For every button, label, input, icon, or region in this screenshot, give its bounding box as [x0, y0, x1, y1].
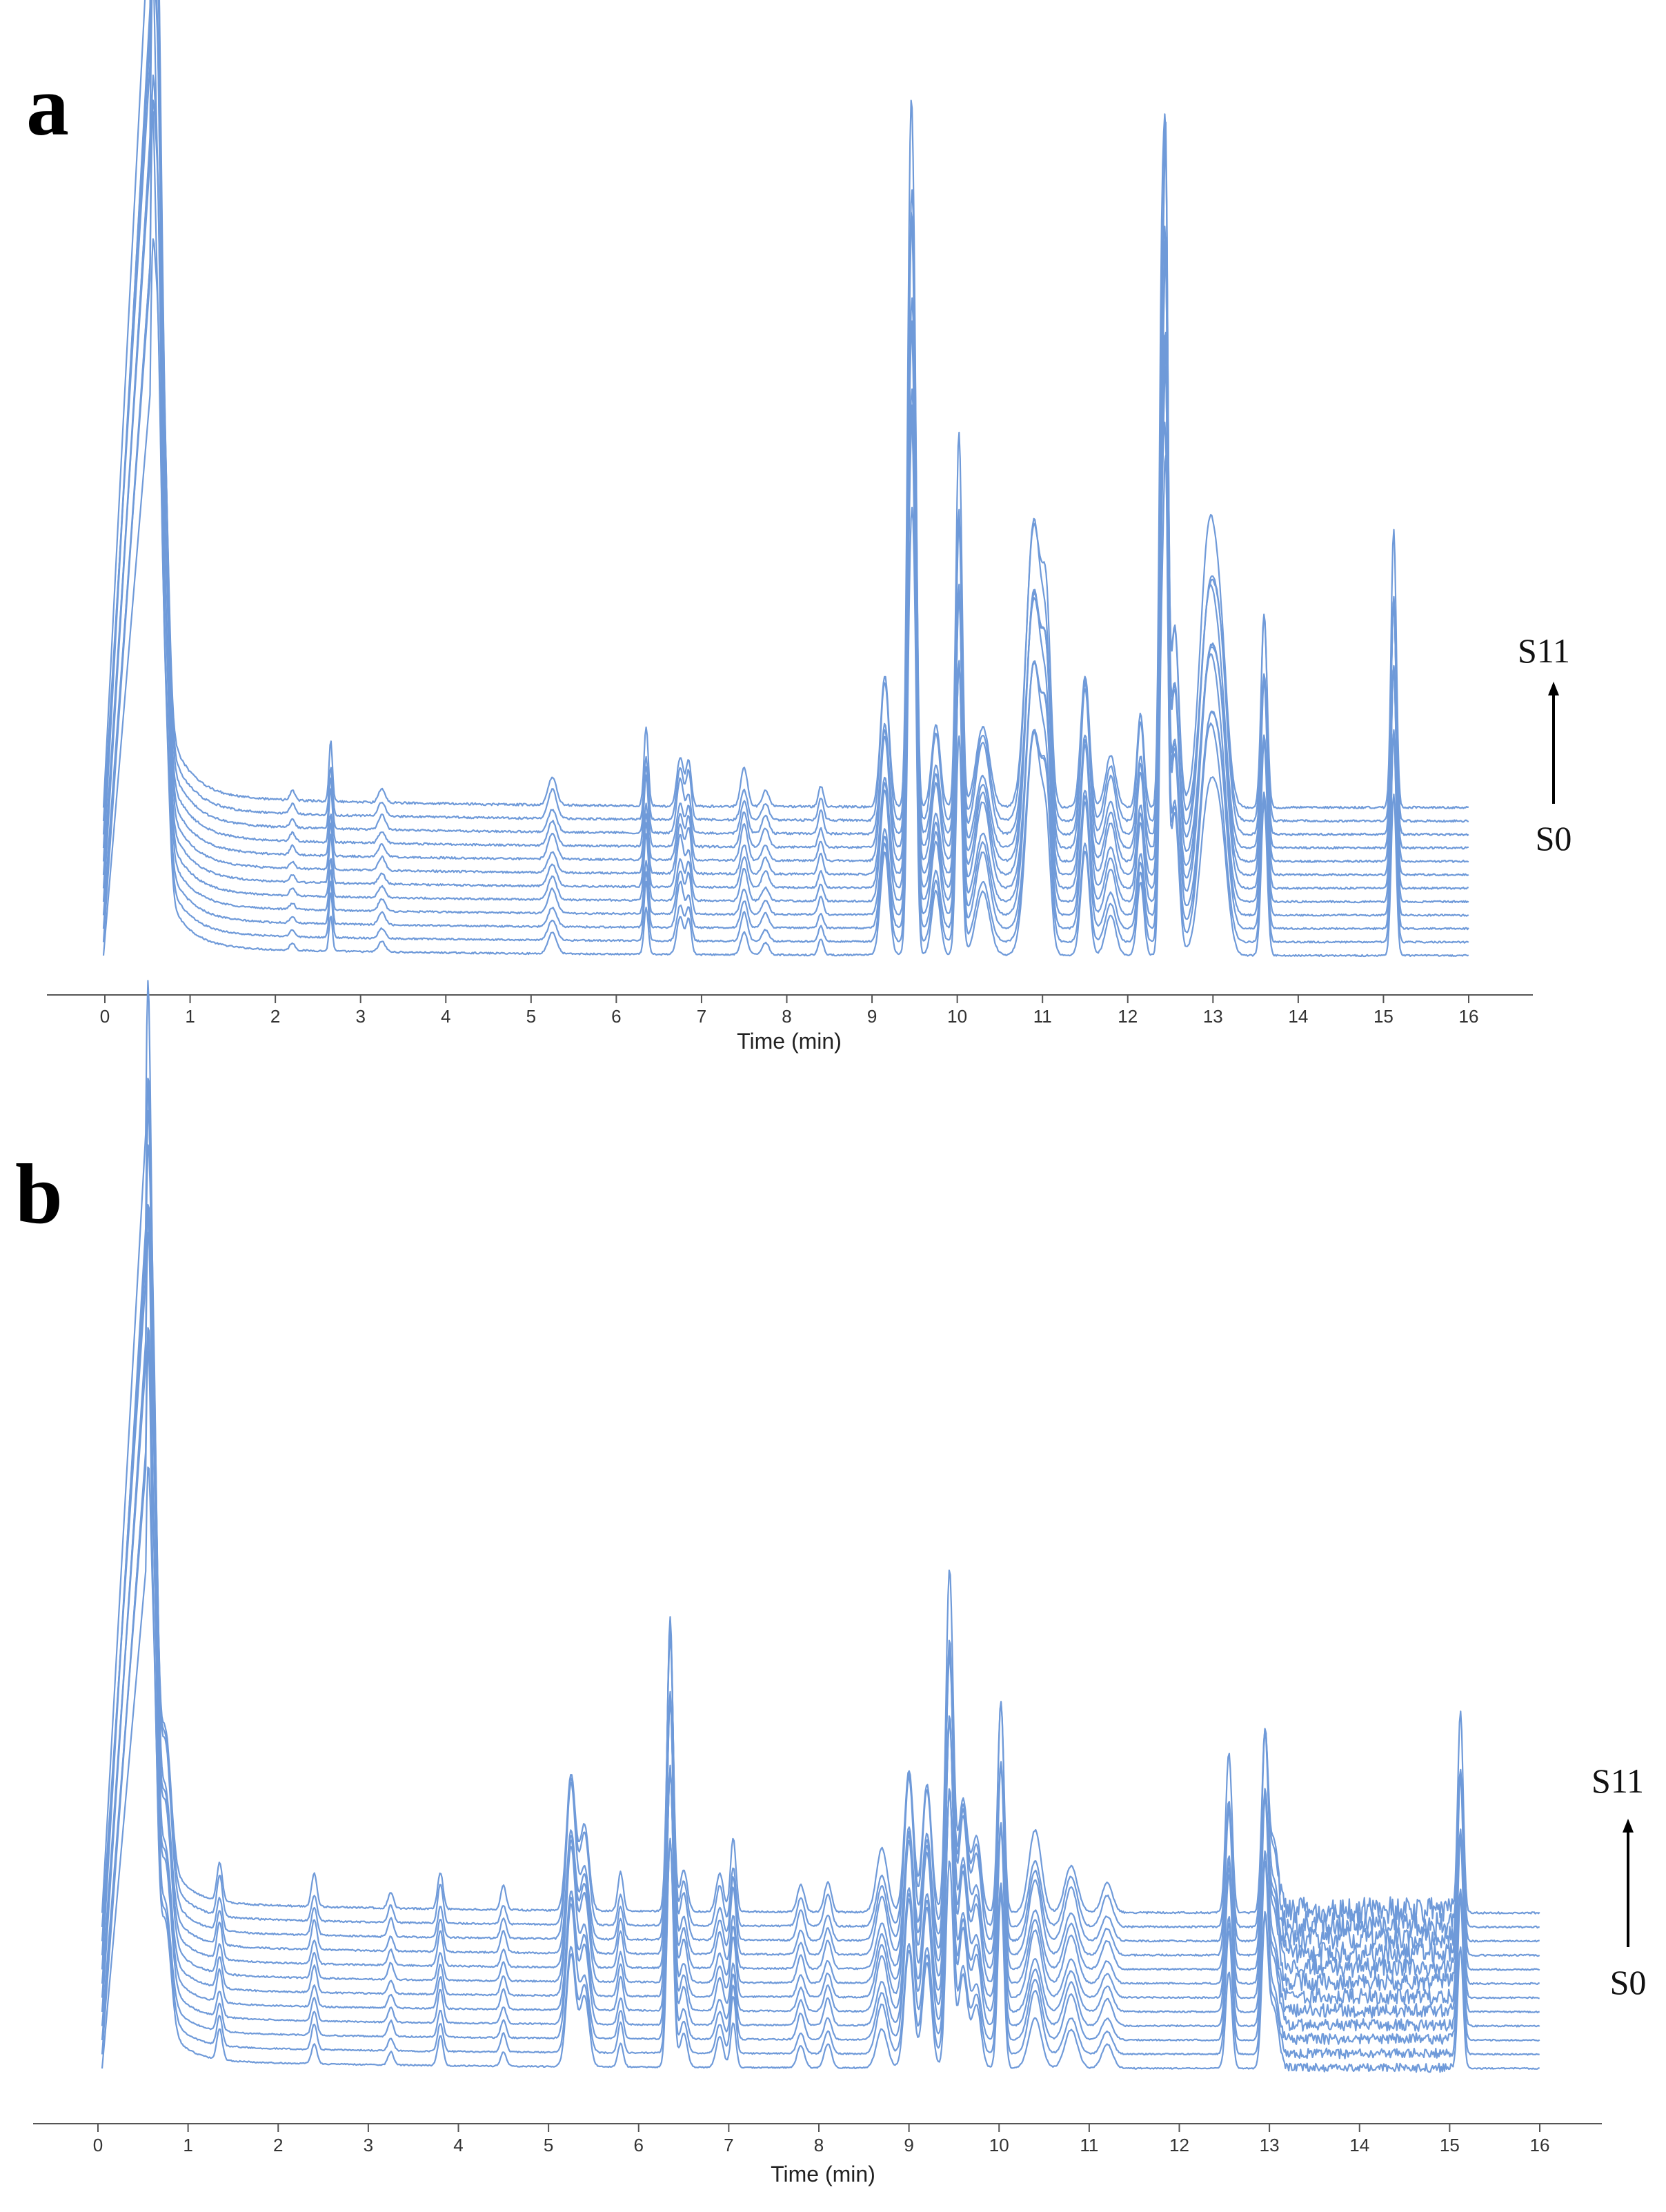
trace-s7 [101, 1078, 1540, 1979]
x-tick-label: 4 [453, 2135, 463, 2155]
series-end-label: S11 [1518, 631, 1570, 670]
trace-s0 [102, 238, 1469, 958]
x-tick-label: 7 [697, 1006, 706, 1027]
x-tick-label: 14 [1288, 1006, 1308, 1027]
x-tick-label: 1 [183, 2135, 192, 2155]
trace-s10 [102, 0, 1469, 823]
trace-s3 [101, 1350, 1540, 2032]
x-tick-label: 7 [724, 2135, 733, 2155]
x-tick-label: 15 [1374, 1006, 1394, 1027]
trace-s4 [102, 0, 1469, 904]
trace-s5 [102, 0, 1469, 890]
x-tick-label: 9 [867, 1006, 877, 1027]
trace-s8 [102, 0, 1469, 850]
trace-s8 [101, 1077, 1540, 1965]
x-tick-label: 10 [989, 2135, 1009, 2155]
x-tick-label: 2 [270, 1006, 280, 1027]
x-tick-label: 3 [355, 1006, 365, 1027]
trace-s9 [101, 1109, 1540, 1951]
trace-s6 [102, 0, 1469, 877]
trace-s11 [101, 980, 1540, 1924]
x-tick-label: 13 [1260, 2135, 1280, 2155]
x-tick-label: 10 [947, 1006, 967, 1027]
trace-stack [101, 980, 1540, 2073]
panel-letter: a [26, 59, 69, 153]
x-tick-label: 3 [364, 2135, 373, 2155]
x-tick-label: 6 [611, 1006, 621, 1027]
x-axis-ticks: 0 1 2 3 4 5 6 7 8 9 10 11 12 13 14 15 16 [93, 2124, 1550, 2155]
trace-s5 [101, 1203, 1540, 2006]
x-tick-label: 12 [1118, 1006, 1138, 1027]
x-tick-label: 0 [100, 1006, 110, 1027]
series-start-label: S0 [1536, 819, 1572, 858]
trace-s4 [101, 1207, 1540, 2019]
x-tick-label: 8 [814, 2135, 824, 2155]
trace-s1 [102, 110, 1469, 944]
x-tick-label: 0 [93, 2135, 103, 2155]
x-tick-label: 11 [1080, 2135, 1098, 2155]
trace-s0 [101, 1466, 1540, 2073]
panel-a: a 0 1 2 3 4 5 6 7 8 9 10 11 12 13 14 15 16 Time (min) S1… [26, 0, 1571, 1054]
x-tick-label: 1 [185, 1006, 195, 1027]
trace-s1 [101, 1332, 1540, 2060]
trace-s11 [102, 0, 1469, 809]
x-tick-label: 15 [1440, 2135, 1460, 2155]
x-tick-label: 11 [1033, 1006, 1052, 1027]
x-tick-label: 14 [1349, 2135, 1369, 2155]
panel-letter: b [15, 1147, 63, 1241]
x-tick-label: 16 [1459, 1006, 1479, 1027]
x-tick-label: 5 [526, 1006, 536, 1027]
series-order-arrowhead [1548, 682, 1559, 695]
x-axis-ticks: 0 1 2 3 4 5 6 7 8 9 10 11 12 13 14 15 16 [100, 995, 1479, 1027]
panel-b: b 0 1 2 3 4 5 6 7 8 9 10 11 12 13 14 15 16 Time (min) S1… [15, 980, 1646, 2186]
trace-s3 [102, 99, 1469, 917]
trace-s9 [102, 0, 1469, 836]
x-tick-label: 5 [544, 2135, 553, 2155]
x-tick-label: 8 [782, 1006, 791, 1027]
x-tick-label: 6 [634, 2135, 644, 2155]
x-tick-label: 9 [904, 2135, 913, 2155]
series-end-label: S11 [1591, 1761, 1644, 1800]
x-tick-label: 4 [441, 1006, 450, 1027]
trace-s6 [101, 1232, 1540, 1992]
x-tick-label: 16 [1530, 2135, 1550, 2155]
trace-s2 [102, 75, 1469, 931]
trace-stack [102, 0, 1469, 958]
x-tick-label: 12 [1169, 2135, 1189, 2155]
trace-s2 [101, 1327, 1540, 2045]
series-start-label: S0 [1610, 1963, 1647, 2002]
x-axis-title: Time (min) [737, 1029, 842, 1054]
trace-s10 [101, 1144, 1540, 1938]
series-order-arrowhead [1623, 1819, 1634, 1833]
x-axis-title: Time (min) [771, 2162, 875, 2186]
trace-s7 [102, 0, 1469, 863]
x-tick-label: 13 [1203, 1006, 1223, 1027]
x-tick-label: 2 [273, 2135, 283, 2155]
